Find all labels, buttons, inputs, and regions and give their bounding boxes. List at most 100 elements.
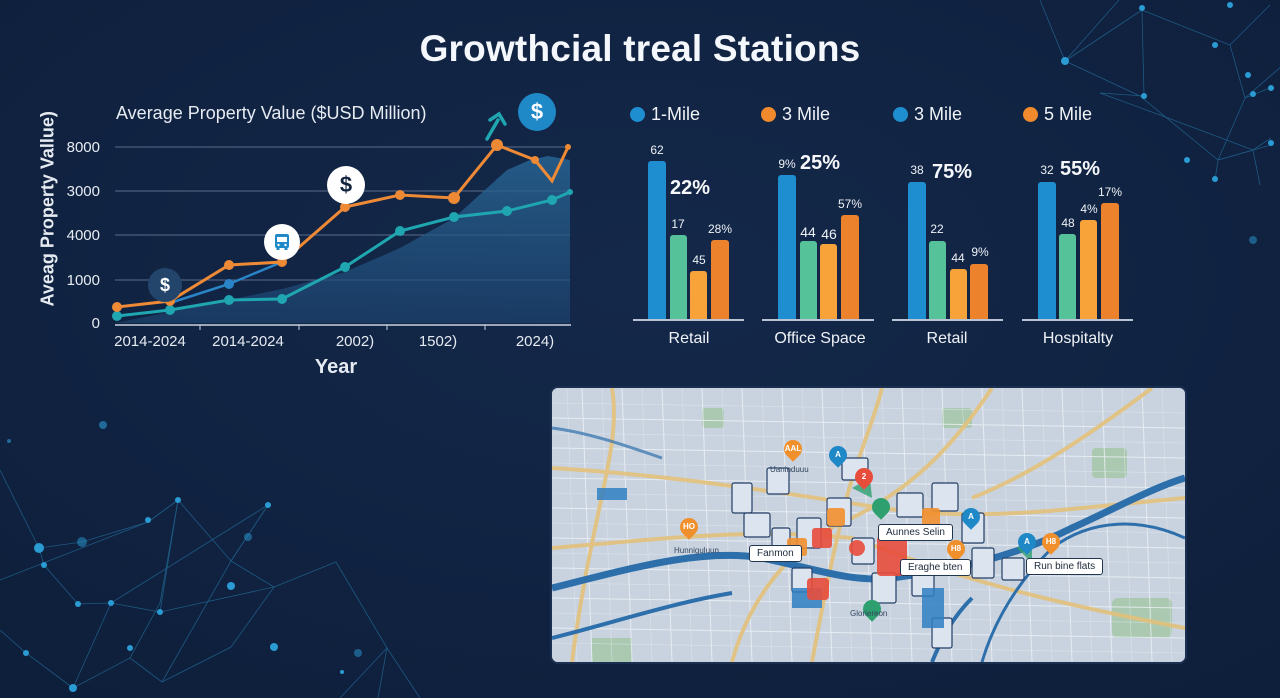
legend-label: 1-Mile	[651, 104, 701, 124]
map-pin[interactable]: A	[825, 442, 851, 468]
legend-label: 3 Mile	[782, 104, 831, 124]
map-street-label: Uaninduuu	[770, 465, 809, 474]
bar-value-label: 44	[800, 224, 816, 240]
legend-swatch	[893, 107, 908, 122]
bar-value-label: 38	[910, 163, 924, 177]
bar	[970, 264, 988, 319]
category-label: Retail	[668, 330, 710, 347]
bar-value-label: 62	[650, 143, 664, 157]
x-tick: 2002)	[335, 333, 375, 350]
pin-glyph: 2	[861, 472, 867, 481]
legend-item: 3 Mile	[761, 104, 830, 125]
bar-value-label: 4%	[1080, 202, 1098, 216]
bar	[908, 182, 926, 319]
map-pin[interactable]: AAL	[780, 436, 806, 462]
map-canvas	[552, 388, 1185, 662]
bar-value-label: 45	[692, 253, 706, 267]
bar	[841, 215, 859, 319]
legend-label: 5 Mile	[1044, 104, 1093, 124]
pin-glyph: HO	[683, 522, 695, 531]
bar-value-label: 9%	[778, 157, 796, 171]
bar-value-label: 48	[1061, 216, 1075, 230]
map-location-label[interactable]: Fanmon	[749, 545, 802, 562]
dollar-marker-small: $	[148, 268, 182, 302]
dollar-marker-top: $	[518, 93, 556, 131]
pin-glyph: A	[968, 512, 974, 521]
bar-value-label: 32	[1040, 163, 1054, 177]
line-chart-plot	[112, 111, 573, 330]
y-tick: 0	[91, 315, 100, 332]
pin-glyph: A	[1024, 537, 1030, 546]
category-label: Retail	[926, 330, 968, 347]
pin-glyph: H8	[1045, 537, 1057, 546]
bar	[929, 241, 946, 319]
bar	[1059, 234, 1076, 319]
headline-percent: 75%	[932, 161, 973, 183]
map-pin[interactable]: A	[1014, 529, 1040, 555]
headline-percent: 25%	[800, 152, 841, 174]
bar	[800, 241, 817, 319]
legend-swatch	[630, 107, 645, 122]
bar-value-label: 46	[821, 226, 837, 242]
bar-value-label: 44	[951, 251, 965, 265]
bar	[690, 271, 707, 319]
axis-baseline	[892, 319, 1003, 321]
bar	[1038, 182, 1056, 319]
line-chart-x-axis-label: Year	[314, 356, 358, 378]
category-label: Office Space	[774, 330, 866, 347]
axis-baseline	[633, 319, 744, 321]
category-label: Hospitalty	[1042, 330, 1114, 347]
map-pin[interactable]: HO	[676, 514, 702, 540]
bar	[820, 244, 837, 319]
bar-value-label: 57%	[837, 197, 863, 211]
pin-glyph: H8	[950, 544, 962, 553]
page-title: Growthcial treal Stations	[419, 28, 861, 69]
x-tick: 2014-2024	[114, 333, 186, 350]
bar	[648, 161, 666, 319]
bar-value-label: 17%	[1097, 185, 1123, 199]
legend-item: 5 Mile	[1023, 104, 1092, 125]
y-tick: 1000	[66, 272, 100, 289]
y-tick: 3000	[66, 183, 100, 200]
dollar-marker-large: $	[327, 166, 365, 204]
x-tick: 2024)	[515, 333, 555, 350]
map-pin[interactable]: H8	[1038, 529, 1064, 555]
map-street-label: Gloriereon	[850, 609, 888, 618]
map-location-label[interactable]: Eraghe bten	[900, 559, 971, 576]
map-location-label[interactable]: Run bine flats	[1026, 558, 1104, 575]
map-pin[interactable]: 2	[851, 464, 877, 490]
bar-value-label: 28%	[707, 222, 733, 236]
bar-value-label: 22	[930, 222, 944, 236]
legend-swatch	[1023, 107, 1038, 122]
bar	[778, 175, 796, 319]
bar	[711, 240, 729, 319]
bar	[1101, 203, 1119, 319]
line-chart-title: Average Property Value ($USD Million)	[116, 103, 427, 123]
city-map[interactable]: AAL A 2 HO A H8 A H8 Fanmon Aunnes Selin…	[552, 388, 1185, 662]
bar	[950, 269, 967, 319]
axis-baseline	[762, 319, 874, 321]
bus-icon	[275, 234, 289, 250]
axis-baseline	[1022, 319, 1133, 321]
headline-percent: 22%	[670, 177, 711, 199]
legend-swatch	[761, 107, 776, 122]
dollar-icon: $	[530, 99, 544, 124]
dollar-icon: $	[159, 274, 170, 295]
legend-label: 3 Mile	[914, 104, 963, 124]
legend-item: 1-Mile	[630, 104, 700, 125]
x-tick: 1502)	[418, 333, 458, 350]
map-street-label: Hunniguluun	[674, 546, 719, 555]
bus-marker	[264, 224, 300, 260]
map-pin[interactable]: A	[958, 504, 984, 530]
map-location-label[interactable]: Aunnes Selin	[878, 524, 953, 541]
legend-item: 3 Mile	[893, 104, 962, 125]
pin-glyph: A	[835, 450, 841, 459]
bar	[670, 235, 687, 319]
x-tick: 2014-2024	[212, 333, 284, 350]
dollar-icon: $	[339, 172, 353, 197]
bar-value-label: 17	[671, 217, 685, 231]
y-tick: 4000	[66, 227, 100, 244]
bar-value-label: 9%	[971, 245, 989, 259]
bar	[1080, 220, 1097, 319]
y-tick: 8000	[66, 139, 100, 156]
